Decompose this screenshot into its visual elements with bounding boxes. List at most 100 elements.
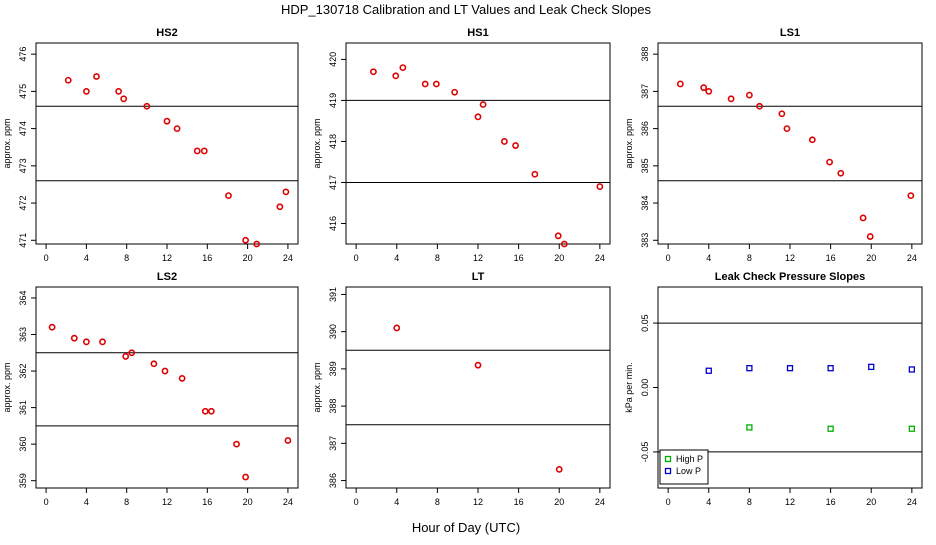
data-point [705, 87, 713, 95]
data-point [392, 72, 400, 80]
y-axis-label: approx. ppm [2, 118, 12, 168]
y-tick-label: 383 [640, 233, 650, 248]
y-tick-label: 473 [18, 158, 28, 173]
data-point [479, 101, 487, 108]
data-point [512, 142, 519, 149]
data-point-low-p [705, 367, 712, 374]
data-point [554, 232, 562, 240]
data-point [560, 240, 568, 248]
data-point [432, 80, 440, 88]
data-point [859, 214, 867, 222]
y-tick-label: 388 [640, 47, 650, 62]
legend-label: High P [676, 454, 703, 464]
y-tick-label: 384 [640, 196, 650, 211]
data-point [783, 125, 791, 133]
data-point [474, 113, 482, 121]
y-tick-label: 390 [328, 324, 338, 339]
y-tick-label: 361 [18, 400, 28, 415]
data-point [866, 233, 874, 240]
data-point-low-p [786, 365, 794, 372]
data-point [70, 334, 78, 342]
data-point [242, 473, 249, 481]
y-tick-label: 417 [328, 175, 338, 190]
data-point [808, 136, 816, 144]
y-tick-label: 471 [18, 233, 28, 248]
y-tick-label: 0.00 [640, 379, 650, 397]
y-tick-label: 475 [18, 84, 28, 99]
x-tick-label: 24 [907, 497, 917, 507]
x-tick-label: 4 [84, 253, 89, 263]
x-tick-label: 0 [666, 497, 671, 507]
chart-panel-6: Leak Check Pressure Slopes kPa per min. 0 4… [624, 271, 923, 507]
x-tick-label: 4 [394, 253, 399, 263]
data-point [48, 323, 56, 331]
y-tick-label: 387 [328, 436, 338, 451]
x-tick-label: 12 [162, 497, 172, 507]
figure-title: HDP_130718 Calibration and LT Values and… [281, 2, 652, 17]
x-tick-label: 24 [283, 253, 293, 263]
x-tick-label: 16 [514, 253, 524, 263]
plot-frame [657, 42, 923, 245]
data-point [676, 80, 684, 88]
y-tick-label: 360 [18, 437, 28, 452]
data-point [393, 324, 401, 332]
panel-title: HS1 [467, 27, 488, 39]
chart-panel-1: HS2 approx. ppm 0 4 8 12 16 20 24 471 472 473 474 475… [2, 27, 299, 263]
x-tick-label: 8 [124, 253, 129, 263]
chart-panel-4: LS2 approx. ppm 0 4 8 12 16 20 24 359 360 361 362 363… [2, 271, 299, 507]
x-tick-label: 12 [473, 497, 483, 507]
y-tick-label: 416 [328, 216, 338, 231]
data-point [276, 203, 284, 211]
data-point [163, 117, 171, 125]
data-point [99, 338, 106, 346]
y-tick-label: 391 [328, 287, 338, 302]
x-tick-label: 20 [554, 253, 564, 263]
data-point [907, 192, 915, 200]
data-point-high-p [908, 425, 915, 432]
y-axis-label: approx. ppm [312, 118, 322, 168]
data-point [284, 437, 292, 444]
x-tick-label: 24 [595, 253, 605, 263]
data-point [500, 138, 508, 145]
x-tick-label: 16 [826, 497, 836, 507]
data-point [161, 367, 169, 375]
plot-frame [345, 42, 611, 245]
data-point [64, 76, 72, 84]
chart-panel-3: LS1 approx. ppm 0 4 8 12 16 20 24 383 384 385 386 387… [624, 27, 923, 263]
x-tick-label: 20 [554, 497, 564, 507]
x-tick-label: 16 [202, 253, 212, 263]
data-point [837, 169, 845, 177]
data-point [474, 361, 482, 369]
y-tick-label: 364 [18, 290, 28, 305]
data-point-low-p [908, 366, 915, 373]
x-tick-label: 16 [514, 497, 524, 507]
x-tick-label: 24 [595, 497, 605, 507]
data-point-low-p [868, 363, 875, 371]
data-point [82, 338, 90, 346]
data-point [421, 80, 429, 88]
x-tick-label: 0 [44, 497, 49, 507]
y-tick-label: 362 [18, 364, 28, 379]
y-tick-label: 387 [640, 84, 650, 99]
x-tick-label: 20 [243, 497, 253, 507]
y-tick-label: 418 [328, 134, 338, 149]
data-point [178, 374, 186, 382]
x-tick-label: 12 [785, 253, 795, 263]
data-point-low-p [827, 365, 834, 372]
data-point [242, 236, 249, 244]
y-tick-label: 420 [328, 52, 338, 67]
x-tick-label: 8 [435, 497, 440, 507]
x-tick-label: 20 [243, 253, 253, 263]
y-axis-label: approx. ppm [624, 118, 634, 168]
y-tick-label: 476 [18, 47, 28, 62]
y-tick-label: 474 [18, 121, 28, 136]
x-tick-label: 24 [907, 253, 917, 263]
data-point [253, 240, 261, 248]
y-tick-label: 389 [328, 361, 338, 376]
data-point [207, 407, 215, 415]
x-tick-label: 16 [202, 497, 212, 507]
data-point [531, 170, 539, 178]
legend-box [659, 449, 709, 485]
